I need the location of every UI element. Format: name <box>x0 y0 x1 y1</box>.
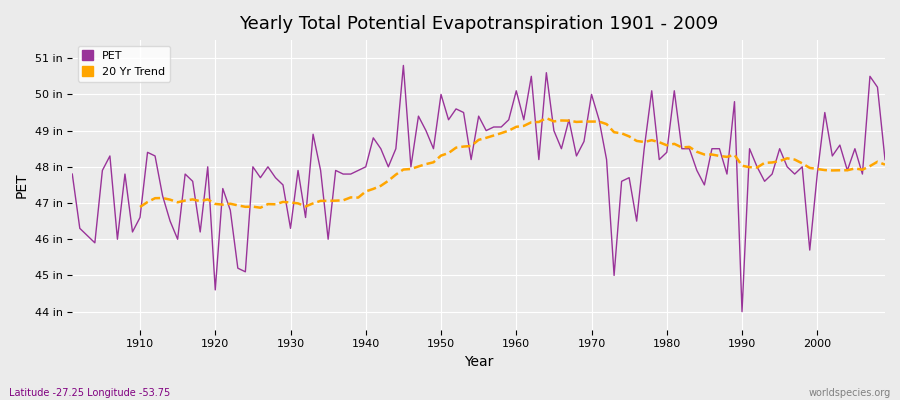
Y-axis label: PET: PET <box>15 172 29 198</box>
Text: worldspecies.org: worldspecies.org <box>809 388 891 398</box>
Text: Latitude -27.25 Longitude -53.75: Latitude -27.25 Longitude -53.75 <box>9 388 170 398</box>
Title: Yearly Total Potential Evapotranspiration 1901 - 2009: Yearly Total Potential Evapotranspiratio… <box>239 15 718 33</box>
Legend: PET, 20 Yr Trend: PET, 20 Yr Trend <box>77 46 170 82</box>
X-axis label: Year: Year <box>464 355 493 369</box>
